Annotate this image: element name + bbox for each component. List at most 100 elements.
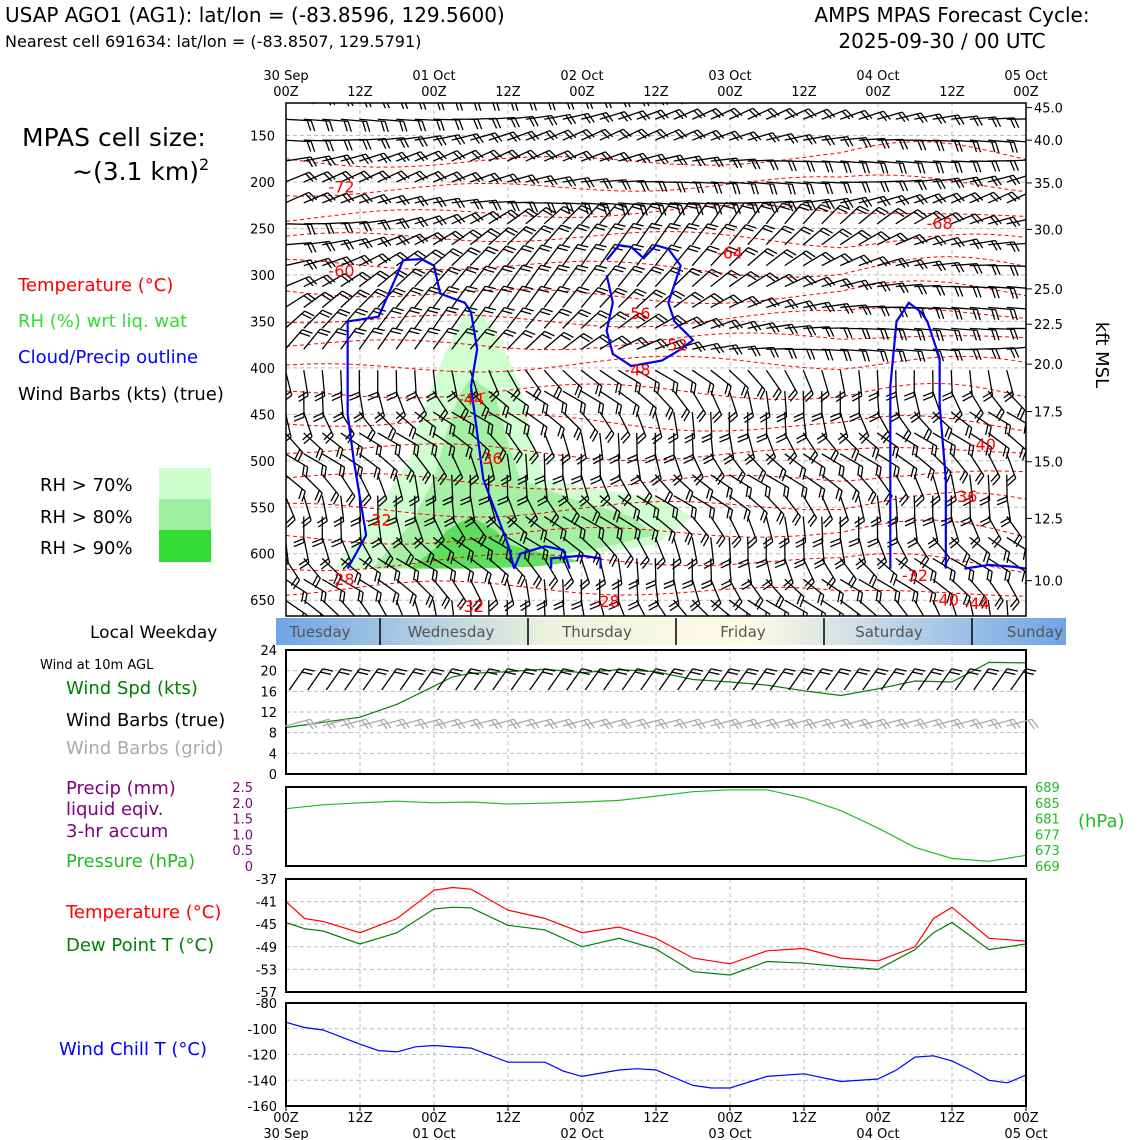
wind-barb	[580, 223, 608, 246]
wind-barb-feather	[553, 600, 564, 607]
wind-barb-feather	[935, 162, 941, 174]
wind-barb-feather	[434, 536, 443, 545]
wind-barb-staff	[286, 453, 308, 468]
wind-barb-staff	[821, 453, 845, 468]
wind-barb-staff	[580, 243, 597, 267]
wind-barb-feather	[823, 90, 831, 98]
wind-barb-staff	[988, 306, 1015, 311]
wind-barb-staff	[914, 235, 939, 246]
wind-barb-feather	[953, 178, 961, 189]
wind-barb-feather	[695, 476, 704, 486]
wind-barb-feather	[618, 384, 622, 396]
wind-barb-feather	[505, 329, 517, 335]
wind-barb-feather	[609, 475, 621, 482]
wind-barb-feather	[840, 255, 850, 264]
wind-barb-staff	[654, 599, 667, 616]
wind-barb-feather	[842, 228, 853, 236]
wind-chill-legend: Wind Chill T (°C)	[59, 1039, 207, 1060]
wind-barb	[303, 118, 334, 132]
wind-barb-feather	[523, 423, 527, 435]
surface-wind-barb-feather	[304, 668, 315, 672]
wind-barb	[328, 103, 336, 106]
wind-barb-feather	[960, 521, 971, 527]
wind-barb-feather	[965, 555, 971, 566]
pressure-tick-label: 685	[1035, 797, 1060, 812]
wind-barb-feather	[355, 327, 367, 332]
wind-barb-feather	[328, 103, 332, 106]
wind-barb-feather	[693, 383, 697, 395]
wind-barb-feather	[577, 387, 583, 399]
wind-barb-staff	[599, 203, 618, 225]
wind-barb-feather	[816, 433, 827, 441]
wind-barb-feather	[715, 130, 725, 139]
wind-barb-feather	[811, 416, 823, 422]
wind-barb-staff	[636, 289, 657, 308]
wind-barb-feather	[524, 210, 535, 218]
wind-barb-feather	[302, 329, 313, 334]
wind-barb-staff	[377, 578, 400, 595]
wind-barb-staff	[803, 276, 828, 288]
y-tick-label: 12	[260, 706, 277, 721]
wind-barb	[987, 536, 1011, 564]
wind-barb-staff	[469, 228, 492, 246]
surface-wind-barb-feather	[359, 668, 371, 672]
wind-barb-staff	[673, 411, 679, 438]
wind-barb-staff	[728, 224, 747, 246]
wind-barb	[932, 139, 963, 152]
wind-barb-feather	[408, 472, 415, 483]
wind-barb-feather	[356, 292, 368, 298]
pressure-tick-label: 400	[250, 362, 275, 377]
local-weekday-label: Local Weekday	[90, 623, 217, 643]
wind-barb-feather	[573, 427, 579, 438]
wind-barb-staff	[913, 599, 925, 616]
wind-barb-feather	[615, 403, 619, 414]
surface-wind-barb-staff	[455, 668, 472, 691]
wind-barb-feather	[744, 202, 756, 206]
wind-barb	[451, 171, 484, 183]
wind-barb-staff	[913, 210, 938, 225]
wind-barb	[525, 432, 539, 465]
wind-barb-feather	[432, 427, 437, 439]
wind-barb-feather	[342, 194, 351, 203]
wind-barb-feather	[516, 496, 528, 502]
wind-barb-staff	[451, 516, 466, 540]
wind-barb-feather	[1009, 598, 1018, 608]
wind-barb-feather	[349, 391, 360, 397]
wind-barb-feather	[437, 472, 446, 482]
wind-barb	[784, 578, 805, 608]
wind-barb-feather	[501, 310, 513, 315]
wind-barb-feather	[378, 498, 388, 507]
wind-barb-feather	[1009, 287, 1015, 299]
wind-barb-feather	[477, 103, 482, 112]
grid-wind-barb-staff	[969, 718, 996, 727]
wind-barb-feather	[879, 592, 882, 604]
wind-barb-feather	[292, 579, 301, 590]
cloud-outline	[605, 243, 695, 368]
cell-size-title: MPAS cell size:	[22, 123, 206, 152]
wind-barb-staff	[802, 474, 826, 490]
wind-barb-feather	[1003, 390, 1013, 399]
wind-barb	[728, 578, 743, 611]
wind-barb-staff	[802, 251, 826, 267]
wind-barb-feather	[828, 580, 836, 590]
wind-barb-staff	[932, 160, 959, 164]
wind-barb-staff	[710, 411, 713, 439]
wind-barb-feather	[804, 393, 814, 403]
wind-barb-staff	[895, 432, 919, 448]
wind-barb-feather	[550, 115, 558, 126]
wind-barb	[636, 266, 665, 287]
wind-barb-feather	[695, 182, 700, 194]
wind-barb-staff	[839, 254, 865, 267]
wind-barb-feather	[634, 528, 638, 540]
wind-barb-feather	[1009, 160, 1016, 171]
precip-tick-label: 2.0	[232, 797, 253, 812]
grid-wind-barb-staff	[488, 718, 515, 727]
wind-barb-feather	[548, 103, 552, 111]
wind-barb	[654, 390, 674, 421]
wind-barb-feather	[867, 537, 878, 544]
wind-barb-feather	[766, 274, 776, 282]
wind-barb	[1006, 432, 1026, 461]
surface-wind-barb	[566, 668, 593, 691]
wind-barb	[562, 516, 586, 541]
series-line	[285, 906, 1027, 976]
